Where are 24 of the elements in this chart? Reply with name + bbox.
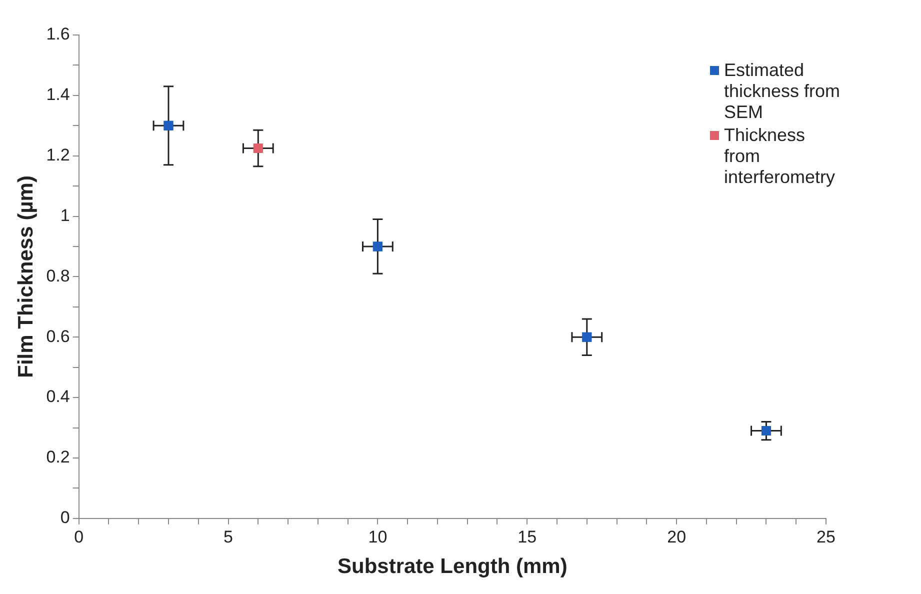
x-tick-label: 5 [224, 527, 233, 546]
point [372, 242, 382, 252]
y-tick-label: 0.4 [46, 387, 70, 406]
y-tick-label: 0.2 [46, 448, 70, 467]
y-axis-title: Film Thickness (µm) [14, 176, 38, 378]
y-tick-label: 1.6 [46, 24, 70, 44]
y-tick-label: 1 [60, 206, 70, 225]
y-tick-label: 1.2 [46, 146, 70, 165]
x-tick-label: 20 [667, 527, 686, 546]
x-tick-label: 25 [816, 527, 836, 546]
y-tick-label: 0.8 [46, 266, 70, 286]
legend-label: Thickness from interferometry [724, 125, 836, 188]
point [164, 120, 174, 130]
point [253, 144, 263, 154]
point [761, 426, 771, 436]
x-tick-label: 15 [518, 527, 537, 546]
x-axis-title: Substrate Length (mm) [337, 555, 568, 578]
y-tick-label: 0.6 [46, 326, 70, 346]
x-tick-label: 0 [74, 527, 84, 546]
y-tick-label: 1.4 [46, 85, 70, 104]
x-tick-label: 10 [368, 527, 388, 546]
point [582, 332, 592, 342]
legend-label: Estimated thickness from SEM [724, 60, 842, 123]
y-tick-label: 0 [60, 508, 70, 528]
